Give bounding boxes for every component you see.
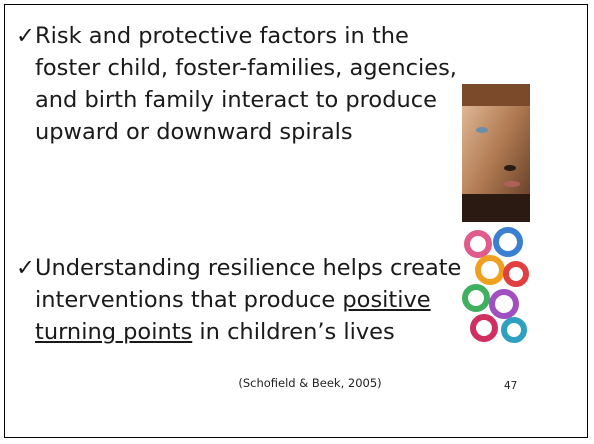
check-mark: ✓ [16,20,35,52]
slide-page: ✓ Risk and protective factors in the fos… [0,0,594,444]
bullet-text: in children’s lives [192,319,395,345]
page-number: 47 [504,380,517,392]
citation: (Schofield & Beek, 2005) [180,376,440,390]
photo-spirals [462,226,530,348]
photo-children [462,84,530,222]
bullet: ✓ Risk and protective factors in the fos… [16,20,475,148]
check-mark: ✓ [16,252,35,284]
bullet-text: Risk and protective factors in the foste… [35,23,457,145]
bullet: ✓ Understanding resilience helps create … [16,252,475,348]
images [460,84,532,348]
